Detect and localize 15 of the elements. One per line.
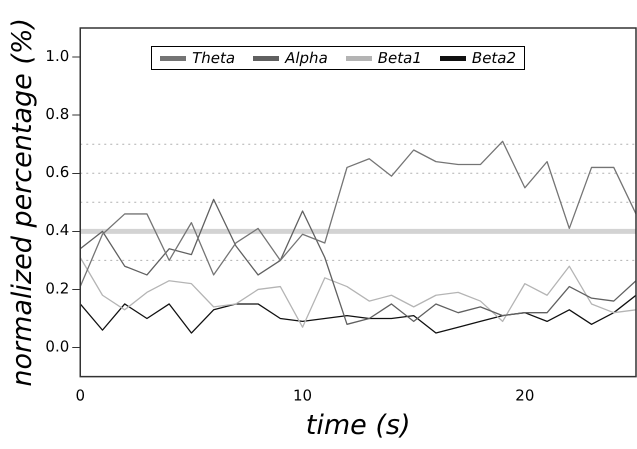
legend-label: Theta: [191, 49, 236, 67]
y-tick-label: 0.8: [45, 105, 70, 124]
y-tick-label: 0.2: [45, 279, 70, 298]
x-tick-label: 20: [515, 386, 534, 404]
y-tick-label: 0.0: [45, 337, 70, 356]
y-tick-label: 0.4: [45, 221, 70, 240]
x-axis-title: time (s): [306, 410, 410, 441]
x-tick-label: 10: [293, 386, 312, 404]
x-tick-label: 0: [75, 386, 86, 404]
legend-label: Beta2: [470, 49, 516, 67]
y-tick-label: 0.6: [45, 163, 70, 182]
y-axis-title: normalized percentage (%): [7, 18, 38, 387]
y-tick-label: 1.0: [45, 46, 70, 65]
legend-label: Beta1: [376, 49, 422, 67]
legend-label: Alpha: [284, 49, 328, 67]
